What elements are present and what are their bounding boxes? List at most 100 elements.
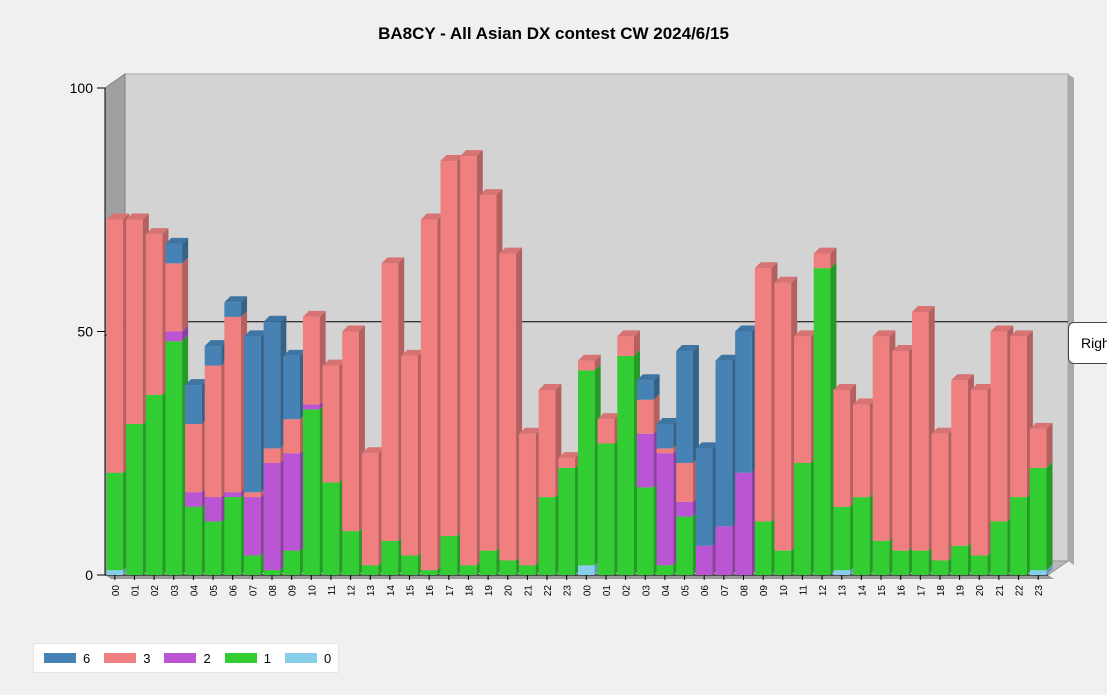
bar-segment-1: [990, 521, 1008, 575]
legend-label: 6: [83, 650, 91, 666]
bar-segment-6: [636, 380, 654, 400]
bar-segment-1: [342, 531, 359, 575]
bar-segment-3: [853, 404, 870, 498]
bar-segment-6: [676, 350, 693, 463]
bar-segment-1: [440, 536, 458, 575]
bar-segment-1: [951, 545, 968, 575]
bar-top: [519, 427, 542, 434]
x-tick-label: 09: [759, 585, 770, 597]
bar-segment-1: [597, 443, 615, 575]
bar-top: [656, 418, 680, 425]
bar-top: [695, 442, 719, 449]
bar-segment-0: [1029, 570, 1047, 575]
x-tick-label: 00: [111, 585, 122, 597]
bar-segment-2: [283, 453, 300, 551]
bar-segment-1: [263, 570, 281, 575]
bar-segment-2: [715, 526, 733, 575]
bar-top: [538, 383, 562, 390]
bar-segment-2: [676, 501, 693, 517]
bar-segment-3: [538, 389, 556, 498]
x-tick-label: 15: [877, 585, 888, 597]
bar-segment-3: [499, 253, 517, 561]
bar-side-3: [1046, 422, 1053, 468]
bar-top: [990, 325, 1014, 332]
bar-segment-3: [1029, 428, 1047, 468]
bar-segment-1: [931, 560, 949, 575]
bar-segment-3: [774, 282, 792, 551]
legend-label: 0: [323, 650, 332, 666]
bar-segment-2: [656, 453, 674, 566]
x-tick-label: 05: [681, 585, 692, 597]
bar-segment-1: [165, 341, 183, 575]
bar-segment-1: [126, 424, 143, 575]
bar-segment-1: [577, 370, 595, 566]
bar-segment-1: [892, 550, 910, 575]
bar-top: [342, 325, 365, 332]
bar-segment-3: [342, 331, 359, 532]
bar-top: [263, 315, 287, 322]
bar-segment-3: [656, 448, 674, 454]
bar-segment-3: [794, 336, 811, 463]
y-tick-label: 100: [70, 80, 94, 96]
legend-swatch: [224, 653, 257, 663]
bar-segment-3: [636, 399, 654, 434]
bar-segment-1: [479, 550, 497, 575]
x-tick-label: 23: [563, 585, 574, 597]
bar-segment-3: [126, 219, 143, 425]
bar-segment-6: [715, 360, 733, 527]
x-tick-label: 16: [425, 585, 436, 597]
x-tick-label: 04: [661, 585, 672, 597]
x-tick-label: 20: [504, 585, 515, 597]
bar-segment-1: [322, 482, 340, 575]
bar-segment-1: [617, 355, 634, 575]
bar-segment-6: [656, 424, 674, 449]
bar-segment-2: [735, 472, 752, 575]
bar-top: [224, 296, 248, 303]
y-tick-label: 0: [85, 567, 93, 583]
x-tick-label: 15: [406, 585, 417, 597]
bar-segment-3: [813, 253, 831, 269]
x-tick-label: 22: [1015, 585, 1026, 597]
bar-segment-3: [931, 433, 949, 561]
bar-top: [283, 349, 306, 356]
x-tick-label: 18: [936, 585, 947, 597]
legend-item-1: 1: [224, 651, 271, 666]
bar-segment-6: [735, 331, 752, 473]
x-tick-label: 17: [445, 585, 456, 597]
bar-segment-3: [263, 448, 281, 463]
bar-segment-3: [401, 355, 418, 556]
bar-top: [892, 344, 916, 351]
bar-top: [676, 344, 699, 351]
bar-segment-1: [401, 555, 418, 575]
bar-segment-3: [243, 492, 261, 498]
bar-segment-3: [617, 336, 634, 356]
bar-segment-3: [833, 389, 851, 507]
legend-swatch: [44, 653, 76, 663]
bar-segment-1: [538, 497, 556, 575]
bar-segment-1: [911, 550, 929, 575]
bar-segment-6: [204, 346, 222, 366]
bar-top: [813, 247, 837, 254]
legend-item-0: 0: [284, 650, 332, 666]
bar-segment-2: [302, 404, 320, 410]
x-tick-label: 12: [818, 585, 829, 597]
x-tick-label: 08: [739, 585, 750, 597]
bar-segment-6: [224, 302, 242, 317]
y-tick-label: 50: [77, 324, 93, 340]
bar-side-6: [653, 374, 660, 400]
x-tick-label: 09: [288, 585, 299, 597]
x-tick-label: 23: [1034, 585, 1045, 597]
legend-label: 2: [203, 650, 211, 666]
bar-segment-3: [185, 424, 202, 493]
legend-item-2: 2: [164, 650, 211, 666]
bar-segment-3: [754, 268, 772, 522]
bar-segment-1: [872, 540, 890, 575]
bar-segment-1: [676, 516, 693, 575]
bar-segment-3: [558, 458, 576, 468]
bar-segment-3: [1010, 336, 1027, 498]
bar-side-3: [633, 330, 640, 356]
bar-top: [833, 383, 857, 390]
bar-top: [1010, 330, 1033, 337]
bar-top: [420, 213, 444, 220]
